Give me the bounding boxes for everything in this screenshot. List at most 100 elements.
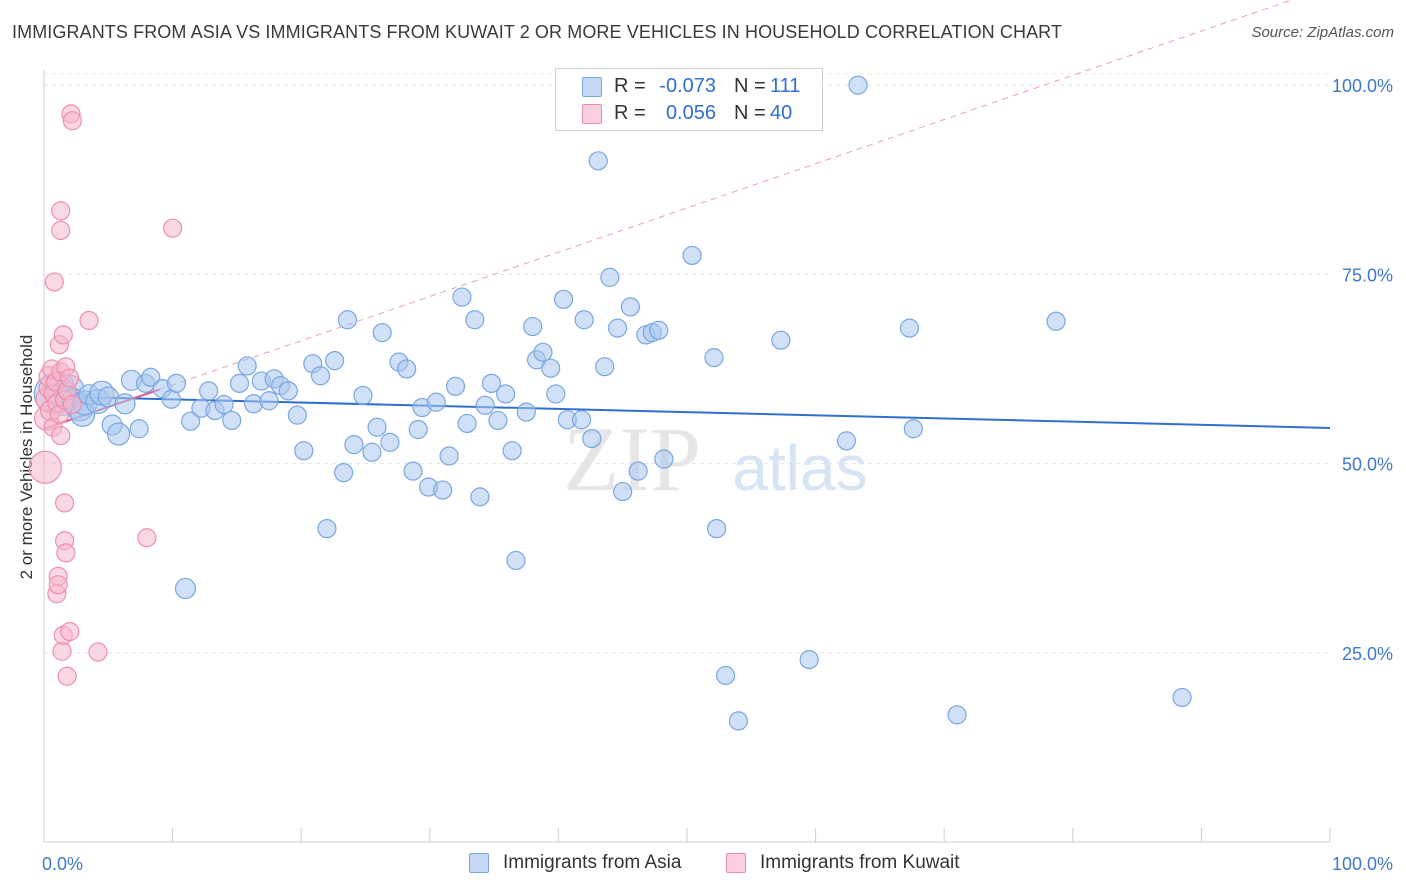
source-label: Source: ZipAtlas.com bbox=[1251, 24, 1394, 41]
legend-swatch-asia bbox=[469, 853, 489, 873]
point-asia bbox=[244, 394, 264, 414]
stats-row-asia: R = -0.073 N = 111 bbox=[556, 73, 822, 99]
point-kuwait bbox=[163, 218, 183, 238]
point-asia bbox=[836, 431, 857, 451]
stats-r-label: R = bbox=[614, 75, 646, 97]
stats-r-value: -0.073 bbox=[659, 75, 716, 97]
point-asia bbox=[475, 395, 495, 415]
point-asia bbox=[397, 359, 417, 379]
stats-n-value: 111 bbox=[770, 75, 801, 97]
point-asia bbox=[600, 267, 620, 287]
point-asia bbox=[445, 376, 466, 396]
stats-n-value: 40 bbox=[770, 102, 793, 124]
point-asia bbox=[496, 384, 516, 404]
point-asia bbox=[553, 289, 574, 309]
legend-item-kuwait[interactable]: Immigrants from Kuwait bbox=[726, 852, 960, 874]
trend-lines bbox=[43, 0, 1331, 430]
point-asia bbox=[106, 422, 131, 446]
point-asia bbox=[488, 410, 508, 431]
point-asia bbox=[704, 348, 724, 368]
stats-box: R = -0.073 N = 111 R = 0.056 N = 40 bbox=[555, 68, 823, 131]
point-asia bbox=[457, 413, 477, 434]
point-asia bbox=[408, 419, 428, 440]
point-asia bbox=[465, 310, 485, 330]
point-asia bbox=[294, 441, 314, 461]
point-kuwait bbox=[62, 394, 82, 415]
x-tick-label-max: 100.0% bbox=[1332, 854, 1393, 874]
legend-label-asia: Immigrants from Asia bbox=[503, 852, 682, 873]
point-asia bbox=[141, 367, 161, 387]
legend-item-asia[interactable]: Immigrants from Asia bbox=[469, 852, 681, 874]
point-asia bbox=[114, 393, 136, 415]
point-asia bbox=[367, 417, 387, 437]
stats-r-label: R = bbox=[614, 102, 646, 124]
point-asia bbox=[278, 381, 298, 401]
point-asia bbox=[607, 318, 628, 338]
point-asia bbox=[771, 330, 791, 350]
point-asia bbox=[571, 410, 592, 430]
point-kuwait bbox=[57, 666, 77, 686]
point-asia bbox=[362, 442, 382, 462]
y-tick-label: 25.0% bbox=[1342, 644, 1393, 664]
point-asia bbox=[310, 366, 331, 386]
point-asia bbox=[439, 446, 459, 466]
point-asia bbox=[595, 357, 615, 377]
point-asia bbox=[229, 373, 250, 393]
y-tick-label: 75.0% bbox=[1342, 265, 1393, 285]
point-asia bbox=[174, 577, 197, 600]
point-asia bbox=[574, 310, 594, 330]
point-asia bbox=[222, 410, 242, 431]
point-asia bbox=[613, 481, 633, 502]
point-asia bbox=[353, 385, 373, 406]
point-asia bbox=[523, 316, 543, 337]
point-asia bbox=[682, 245, 702, 266]
point-asia bbox=[1172, 687, 1192, 708]
stats-n-label: N = bbox=[734, 75, 766, 97]
y-tick-label: 50.0% bbox=[1342, 455, 1393, 475]
point-asia bbox=[1046, 311, 1066, 331]
series-asia bbox=[33, 75, 1192, 731]
point-asia bbox=[237, 356, 257, 376]
point-asia bbox=[372, 323, 392, 343]
point-asia bbox=[799, 649, 819, 670]
point-asia bbox=[546, 384, 566, 404]
point-asia bbox=[470, 487, 490, 507]
chart-title: IMMIGRANTS FROM ASIA VS IMMIGRANTS FROM … bbox=[12, 22, 1063, 42]
point-asia bbox=[582, 428, 602, 449]
point-asia bbox=[903, 419, 923, 439]
point-asia bbox=[380, 432, 400, 452]
point-asia bbox=[588, 151, 608, 171]
point-asia bbox=[337, 310, 358, 330]
legend-label-kuwait: Immigrants from Kuwait bbox=[760, 852, 960, 873]
y-tick-label: 100.0% bbox=[1332, 76, 1393, 96]
point-asia bbox=[481, 373, 502, 393]
stats-swatch-asia bbox=[582, 77, 602, 97]
point-kuwait bbox=[53, 325, 73, 345]
point-asia bbox=[506, 550, 526, 571]
point-kuwait bbox=[51, 425, 71, 446]
stats-n-label: N = bbox=[734, 102, 766, 124]
point-kuwait bbox=[44, 272, 64, 292]
trend-line-kuwait-extension bbox=[159, 0, 1294, 390]
x-tick-label-min: 0.0% bbox=[42, 854, 83, 874]
point-kuwait bbox=[56, 543, 76, 563]
point-asia bbox=[166, 373, 187, 393]
stats-swatch-kuwait bbox=[582, 104, 602, 124]
point-kuwait bbox=[54, 493, 75, 513]
point-asia bbox=[199, 381, 219, 401]
point-kuwait bbox=[52, 641, 72, 661]
point-kuwait bbox=[79, 310, 99, 331]
point-kuwait bbox=[62, 111, 82, 131]
point-asia bbox=[325, 351, 345, 371]
point-asia bbox=[541, 358, 561, 378]
point-kuwait bbox=[60, 368, 80, 388]
series-kuwait bbox=[28, 104, 183, 686]
point-asia bbox=[628, 461, 648, 481]
point-asia bbox=[452, 287, 472, 307]
point-kuwait bbox=[51, 201, 71, 221]
point-asia bbox=[426, 392, 446, 412]
point-asia bbox=[161, 389, 181, 409]
point-asia bbox=[715, 665, 736, 686]
watermark: ZIP atlas bbox=[563, 408, 868, 510]
